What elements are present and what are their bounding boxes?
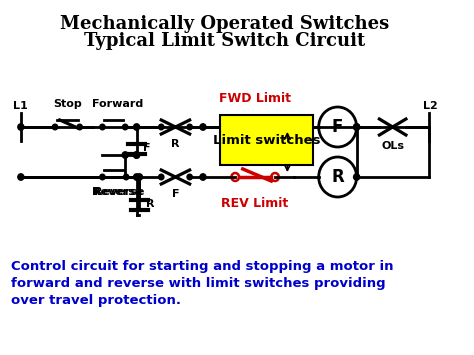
- Circle shape: [354, 174, 360, 180]
- Text: R: R: [171, 139, 180, 149]
- Text: Stop: Stop: [53, 99, 82, 109]
- Circle shape: [100, 174, 105, 180]
- Text: Forward: Forward: [92, 99, 143, 109]
- Circle shape: [159, 174, 164, 180]
- Circle shape: [200, 124, 206, 130]
- Circle shape: [77, 124, 82, 130]
- Circle shape: [122, 152, 128, 158]
- Text: F: F: [172, 189, 179, 199]
- Circle shape: [18, 174, 24, 180]
- Circle shape: [187, 124, 192, 130]
- Text: REV Limit: REV Limit: [221, 197, 289, 210]
- Text: Mechanically Operated Switches: Mechanically Operated Switches: [60, 15, 390, 33]
- Text: over travel protection.: over travel protection.: [11, 294, 182, 307]
- Circle shape: [52, 124, 58, 130]
- Circle shape: [200, 174, 206, 180]
- Circle shape: [187, 174, 192, 180]
- Circle shape: [134, 174, 140, 180]
- Circle shape: [134, 152, 140, 158]
- Circle shape: [18, 124, 24, 130]
- Text: forward and reverse with limit switches providing: forward and reverse with limit switches …: [11, 277, 386, 290]
- Text: Typical Limit Switch Circuit: Typical Limit Switch Circuit: [84, 32, 365, 50]
- Text: Reverse: Reverse: [92, 187, 143, 197]
- Circle shape: [124, 174, 129, 180]
- Text: F: F: [143, 143, 151, 153]
- Circle shape: [134, 152, 140, 158]
- Text: F: F: [332, 118, 343, 136]
- Text: Reverse: Reverse: [94, 187, 144, 197]
- FancyBboxPatch shape: [220, 115, 313, 165]
- Circle shape: [134, 124, 140, 130]
- Circle shape: [137, 174, 143, 180]
- Text: L1: L1: [12, 101, 27, 111]
- Circle shape: [159, 124, 164, 130]
- Text: Control circuit for starting and stopping a motor in: Control circuit for starting and stoppin…: [11, 260, 394, 273]
- Circle shape: [354, 124, 360, 130]
- Text: Limit switches: Limit switches: [213, 133, 320, 147]
- Text: FWD Limit: FWD Limit: [219, 92, 291, 105]
- Text: R: R: [331, 168, 344, 186]
- Circle shape: [123, 124, 128, 130]
- Text: L2: L2: [423, 101, 438, 111]
- Circle shape: [354, 124, 360, 130]
- Text: R: R: [146, 199, 155, 209]
- Text: OLs: OLs: [381, 141, 404, 151]
- Circle shape: [100, 124, 105, 130]
